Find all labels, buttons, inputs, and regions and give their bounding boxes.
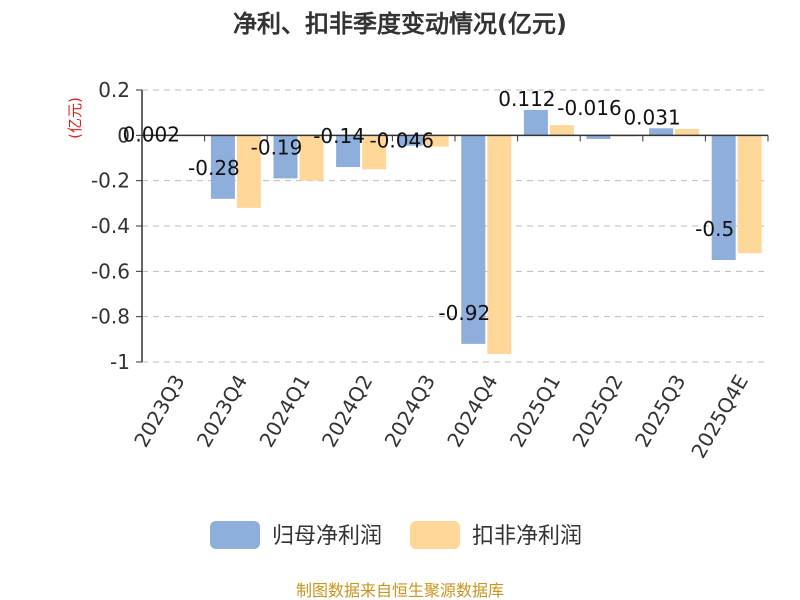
- y-tick-label: -0.2: [91, 169, 130, 193]
- bar-net-profit: [711, 135, 736, 260]
- x-tick-label: 2024Q3: [380, 371, 440, 452]
- legend: 归母净利润 扣非净利润: [210, 521, 582, 549]
- bar-deducted-profit: [549, 125, 574, 136]
- bar-deducted-profit: [236, 135, 261, 208]
- x-tick-label: 2024Q4: [442, 371, 502, 452]
- y-tick-label: -0.4: [91, 214, 130, 238]
- y-tick-label: -0.6: [91, 259, 130, 283]
- bars: [148, 109, 762, 355]
- bar-net-profit: [461, 135, 486, 344]
- bar-net-profit: [523, 109, 548, 136]
- x-tick-label: 2025Q2: [567, 371, 627, 452]
- x-tick-label: 2024Q1: [254, 371, 314, 452]
- y-tick-label: -0.8: [91, 305, 130, 329]
- legend-label: 扣非净利润: [472, 524, 582, 549]
- bar-deducted-profit: [424, 135, 449, 147]
- bar-deducted-profit: [487, 135, 512, 355]
- legend-label: 归母净利润: [272, 524, 382, 549]
- bar-net-profit: [586, 135, 611, 139]
- data-label: -0.19: [251, 135, 303, 159]
- x-tick-label: 2023Q4: [192, 371, 252, 452]
- bar-net-profit: [398, 135, 423, 146]
- y-tick-labels: 0.2 0 -0.2 -0.4 -0.6 -0.8 -1: [91, 78, 130, 374]
- data-label: -0.14: [313, 124, 365, 148]
- data-label: 0.031: [623, 105, 680, 129]
- bar-net-profit: [336, 135, 361, 168]
- x-tick-label: 2023Q3: [129, 371, 189, 452]
- source-note: 制图数据来自恒生聚源数据库: [296, 581, 504, 600]
- y-tick-label: -1: [110, 350, 130, 374]
- bar-deducted-profit: [299, 135, 324, 181]
- x-tick-label: 2025Q1: [505, 371, 565, 452]
- x-tick-label: 2025Q4E: [686, 371, 753, 463]
- data-label: -0.92: [438, 301, 490, 325]
- data-label: 0.002: [123, 122, 180, 146]
- x-tick-label: 2025Q3: [630, 371, 690, 452]
- axes: [136, 89, 769, 363]
- data-label: 0.112: [498, 87, 555, 111]
- bar-net-profit: [210, 135, 235, 199]
- legend-swatch: [410, 521, 460, 549]
- y-axis-label: (亿元): [66, 97, 84, 139]
- x-tick-label: 2024Q2: [317, 371, 377, 452]
- data-label: -0.046: [369, 128, 433, 152]
- bar-net-profit: [273, 135, 298, 179]
- data-label: -0.28: [188, 156, 240, 180]
- bar-net-profit: [649, 128, 674, 136]
- chart-title: 净利、扣非季度变动情况(亿元): [233, 10, 567, 38]
- data-label: -0.016: [557, 96, 621, 120]
- y-tick-label: 0.2: [98, 78, 130, 102]
- x-tick-labels: 2023Q3 2023Q4 2024Q1 2024Q2 2024Q3 2024Q4 2025…: [129, 371, 753, 463]
- y-tick-label: 0: [117, 123, 130, 147]
- bar-deducted-profit: [737, 135, 762, 254]
- bar-deducted-profit: [675, 128, 700, 136]
- data-label: -0.5: [695, 217, 734, 241]
- bar-deducted-profit: [362, 135, 387, 170]
- legend-swatch: [210, 521, 260, 549]
- data-labels: 0.002 -0.28 -0.19 -0.14 -0.046 -0.92 0.112 -0.0…: [123, 87, 735, 325]
